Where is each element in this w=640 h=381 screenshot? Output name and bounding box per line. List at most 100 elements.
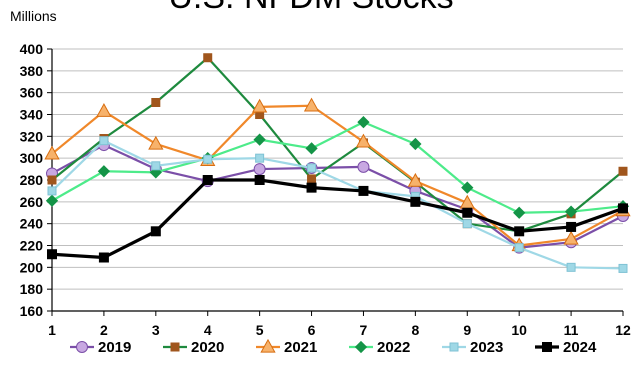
legend-item-2024-marker xyxy=(542,342,552,352)
legend-item-2019-label: 2019 xyxy=(98,339,131,356)
series-2024-point xyxy=(150,226,161,237)
legend-item-2021: 2021 xyxy=(256,338,317,356)
series-2020 xyxy=(47,53,628,236)
series-2022-point xyxy=(45,194,59,207)
y-tick-label: 260 xyxy=(20,194,44,210)
y-tick-label: 380 xyxy=(20,63,44,79)
y-tick-label: 300 xyxy=(20,150,44,166)
series-2019-point xyxy=(357,160,370,173)
legend-item-2022-label: 2022 xyxy=(377,339,410,356)
series-2024-point xyxy=(98,252,109,263)
series-2023-point xyxy=(514,243,524,253)
series-2022-point xyxy=(409,137,422,151)
x-tick-label: 2 xyxy=(100,322,108,338)
series-2024-point xyxy=(306,182,317,193)
x-tick-label: 10 xyxy=(511,322,527,338)
x-tick-label: 3 xyxy=(152,322,160,338)
series-2023-line xyxy=(51,139,624,270)
y-tick-label: 400 xyxy=(20,41,44,57)
legend-item-2021-label: 2021 xyxy=(284,339,317,356)
x-tick-label: 6 xyxy=(308,322,316,338)
series-2020-point xyxy=(203,53,213,63)
grid-lines xyxy=(52,48,623,290)
legend-item-2020-marker xyxy=(170,342,180,352)
series-2020-line xyxy=(51,56,624,233)
y-tick-label: 280 xyxy=(20,172,44,188)
series-2024-point xyxy=(202,175,213,185)
series-2022-line xyxy=(51,121,624,214)
series-2021-point xyxy=(44,145,60,160)
series-2022-point xyxy=(305,142,318,155)
series-2024-point xyxy=(254,175,265,185)
series-2019 xyxy=(46,139,629,254)
series-2022-point xyxy=(253,133,266,146)
y-tick-label: 180 xyxy=(20,281,44,297)
series-2024-point xyxy=(462,207,473,218)
x-tick-label: 7 xyxy=(360,322,368,338)
legend-item-2023-label: 2023 xyxy=(470,339,503,356)
x-tick-label: 8 xyxy=(411,322,419,338)
x-tick-label: 4 xyxy=(204,322,212,338)
x-tick-label: 9 xyxy=(463,322,471,338)
series-2024 xyxy=(47,175,628,263)
x-tick-label: 1 xyxy=(48,322,56,338)
series-2020-point xyxy=(307,174,317,184)
legend-item-2024: 2024 xyxy=(535,339,597,356)
x-tick-label: 12 xyxy=(615,322,631,338)
legend-item-2019: 2019 xyxy=(70,339,131,356)
chart-title: U.S. NFDM Stocks xyxy=(168,0,453,16)
y-tick-label: 200 xyxy=(20,259,44,275)
series-2022-point xyxy=(461,181,474,194)
legend-item-2020: 2020 xyxy=(163,339,224,356)
series-2020-point xyxy=(47,175,57,185)
legend-item-2021-marker xyxy=(260,338,276,353)
series-2021-point xyxy=(303,97,320,112)
series-2019-line xyxy=(51,143,624,249)
y-tick-label: 340 xyxy=(20,107,44,123)
legend-item-2022-marker xyxy=(354,340,368,354)
series-2022-point xyxy=(357,115,370,129)
series-2020-point xyxy=(618,166,628,176)
y-tick-label: 160 xyxy=(20,303,44,319)
legend-item-2022: 2022 xyxy=(349,339,410,356)
legend-item-2023: 2023 xyxy=(442,339,503,356)
legend: 2019 2020 2021 2022 2023 2024 xyxy=(70,338,597,356)
series-2023-point xyxy=(462,219,472,229)
series-2023-point xyxy=(151,161,161,171)
series-2023 xyxy=(47,136,628,273)
series-2021-point xyxy=(251,98,268,113)
y-tick-label: 220 xyxy=(20,238,44,254)
y-tick-label: 240 xyxy=(20,216,44,232)
legend-item-2019-marker xyxy=(76,341,88,353)
y-tick-label: 320 xyxy=(20,128,44,144)
series-2022-point xyxy=(513,206,526,219)
series-2019-point xyxy=(253,163,266,176)
series-2023-point xyxy=(203,154,213,164)
series-2024-line xyxy=(51,178,624,260)
series-2022-point xyxy=(97,165,111,178)
series-2023-point xyxy=(99,136,109,146)
series-2024-point xyxy=(566,221,577,232)
x-tick-label: 11 xyxy=(564,322,579,338)
series-2024-point xyxy=(47,249,57,260)
legend-item-2023-marker xyxy=(449,342,459,352)
series-2024-point xyxy=(410,196,421,207)
series-2021-line xyxy=(51,104,624,247)
legend-item-2024-label: 2024 xyxy=(563,339,597,356)
series-2023-point xyxy=(618,263,628,273)
series-layer xyxy=(44,53,631,273)
series-2023-point xyxy=(47,186,57,196)
series-2020-point xyxy=(151,97,161,107)
series-2021-point xyxy=(96,103,112,117)
series-2024-point xyxy=(514,226,525,237)
series-2023-point xyxy=(255,153,265,163)
series-2021-point xyxy=(355,133,372,148)
series-2021-point xyxy=(148,135,164,150)
series-2024-point xyxy=(358,185,369,196)
axes: 160 180 200 220 240 260 280 300 320 340 360 380 400 1… xyxy=(20,41,631,338)
x-tick-label: 5 xyxy=(256,322,264,338)
legend-item-2020-label: 2020 xyxy=(191,339,224,356)
series-2023-point xyxy=(307,163,317,173)
